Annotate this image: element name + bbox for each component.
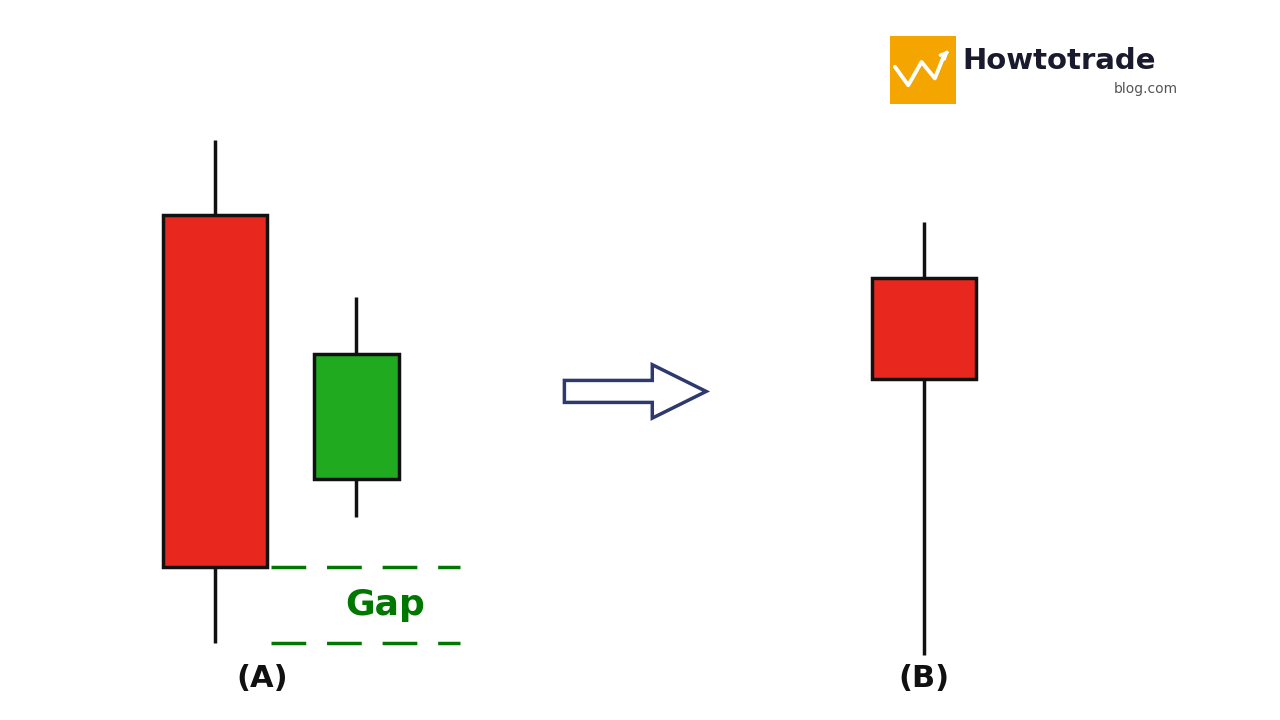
Bar <box>872 279 975 379</box>
Polygon shape <box>564 365 707 418</box>
Bar <box>163 215 266 567</box>
Text: Gap: Gap <box>344 588 425 622</box>
Text: blog.com: blog.com <box>1114 82 1178 96</box>
Text: Howtotrade: Howtotrade <box>963 48 1156 75</box>
Bar <box>314 354 399 480</box>
Text: (B): (B) <box>899 664 950 693</box>
FancyBboxPatch shape <box>890 36 956 104</box>
Text: (A): (A) <box>236 664 288 693</box>
